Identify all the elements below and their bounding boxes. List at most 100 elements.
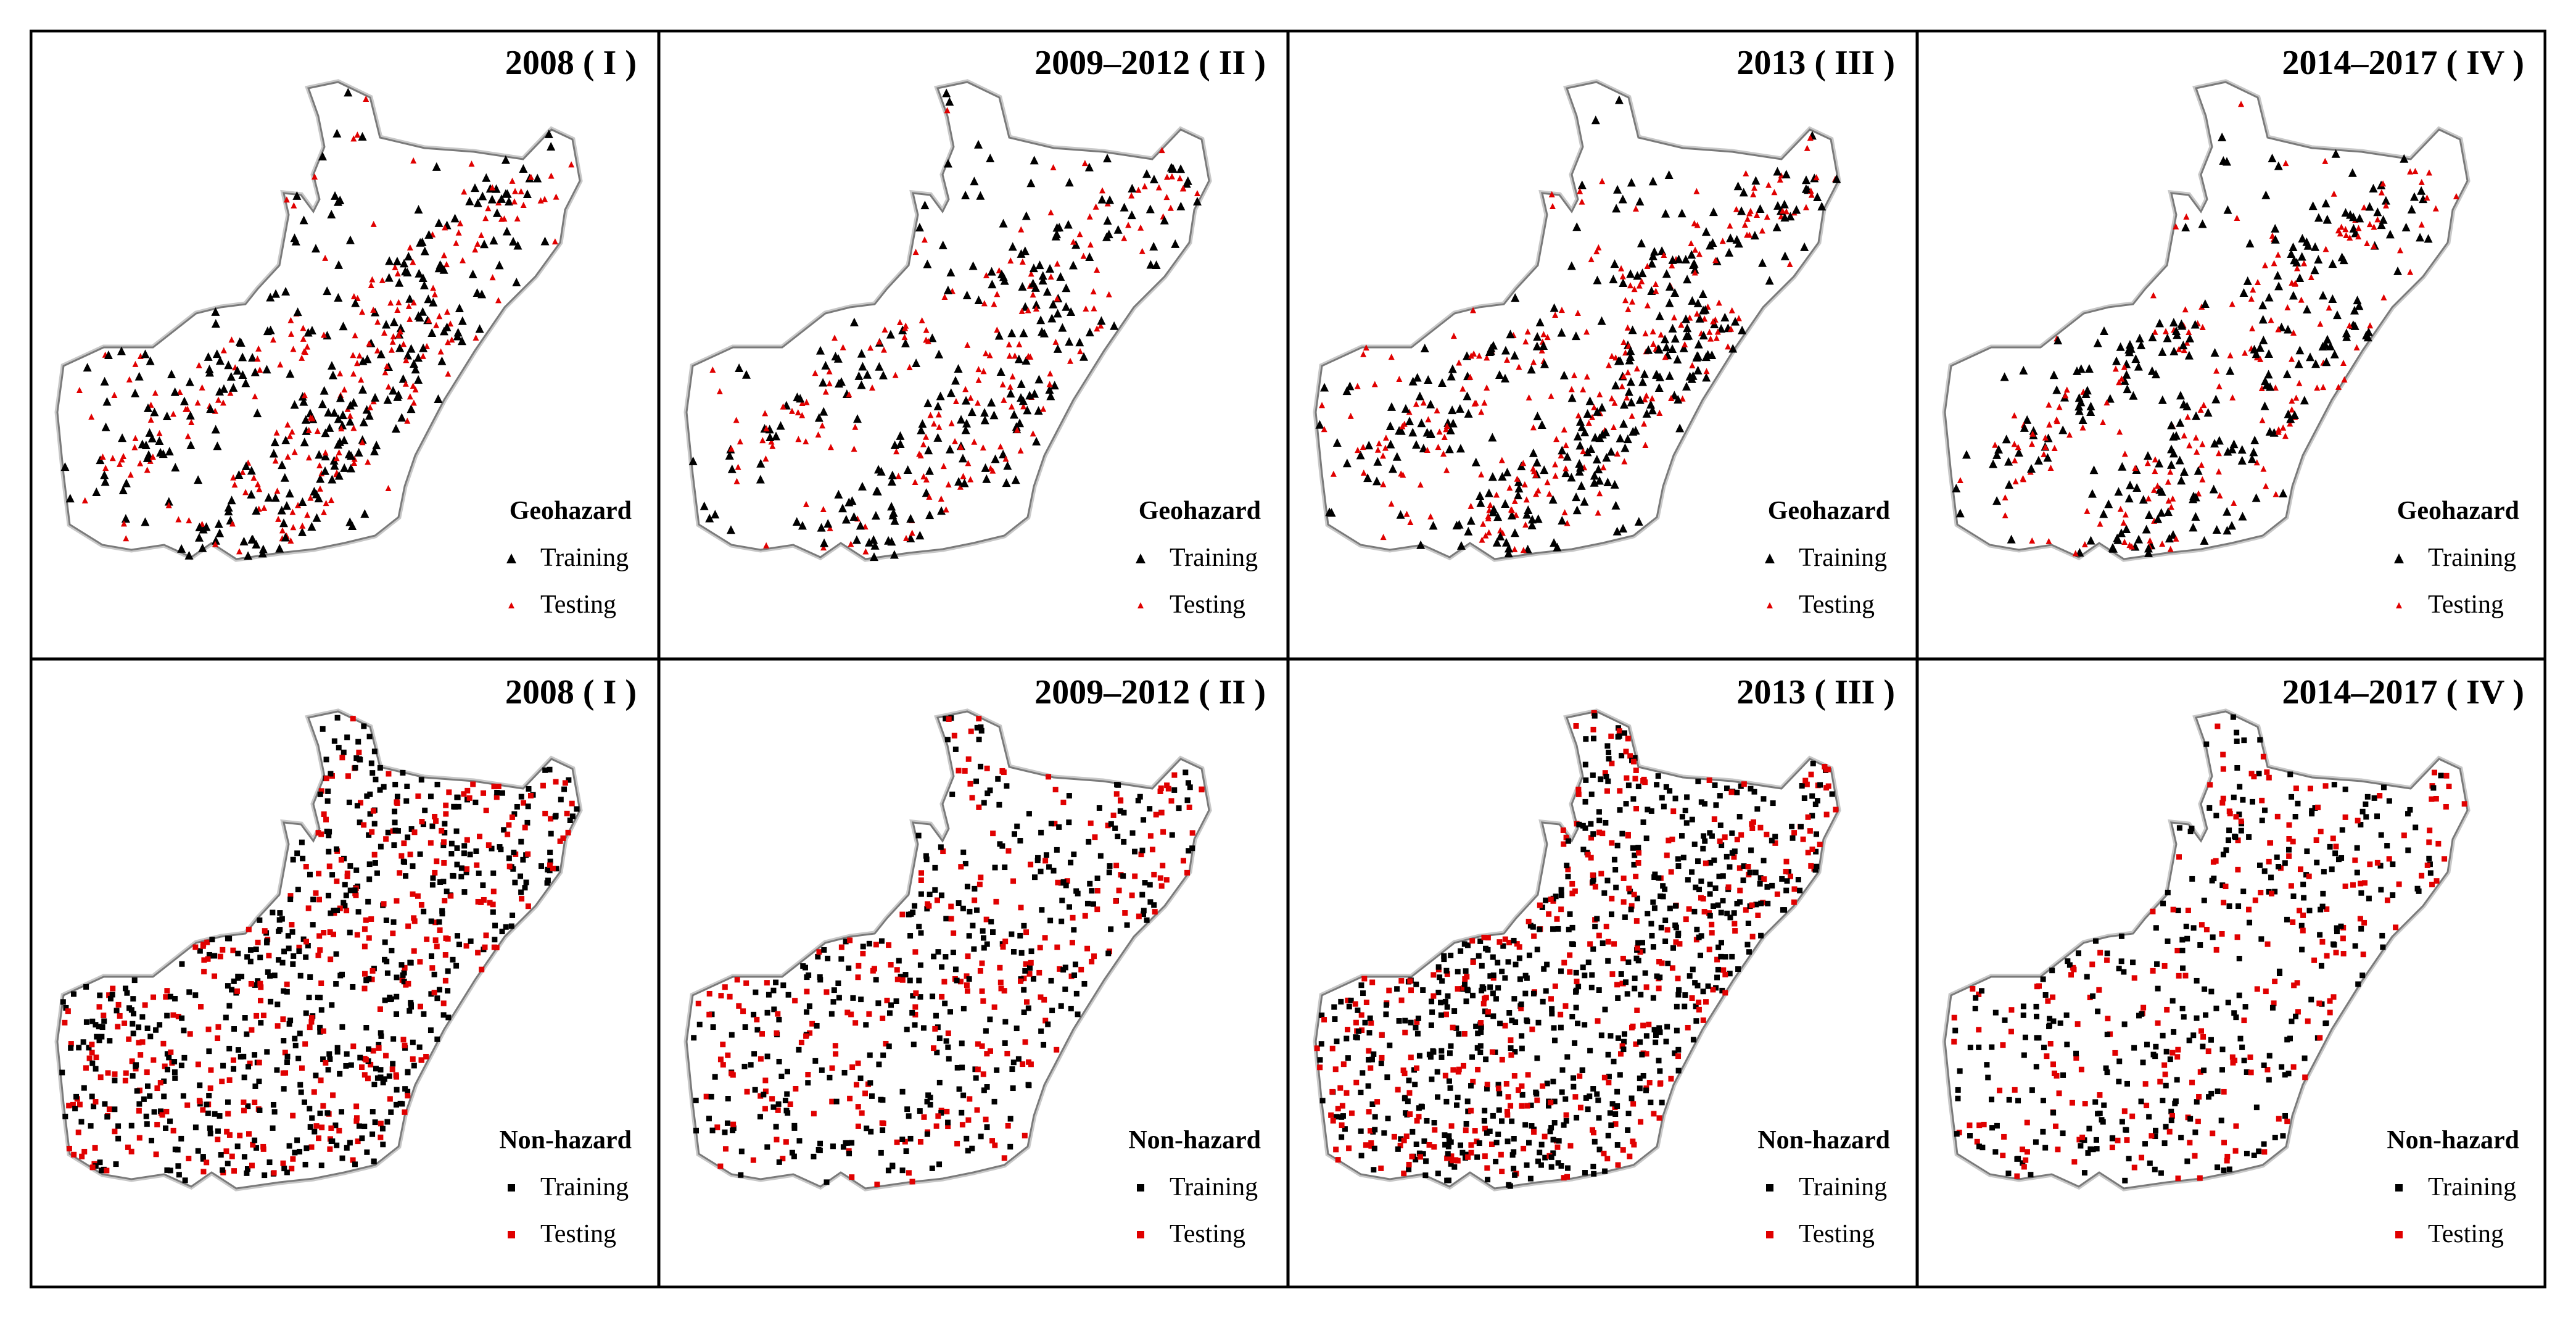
training-point: [1522, 510, 1532, 519]
testing-point: [1022, 1132, 1028, 1138]
testing-point: [1677, 941, 1683, 947]
training-point: [1014, 823, 1020, 829]
testing-point: [1505, 1094, 1511, 1100]
training-point: [253, 408, 262, 418]
testing-point: [1402, 1029, 1408, 1035]
training-point: [1483, 1056, 1489, 1063]
training-point: [1463, 998, 1469, 1005]
testing-point: [1382, 444, 1389, 451]
testing-point: [2050, 1061, 2056, 1067]
testing-point: [2079, 424, 2086, 431]
testing-point: [944, 1108, 950, 1114]
training-point: [431, 971, 437, 977]
training-point: [903, 1148, 909, 1154]
training-point: [2186, 1037, 2192, 1043]
testing-point: [2011, 412, 2018, 419]
training-point: [192, 1124, 199, 1130]
testing-point: [2295, 1009, 2301, 1015]
testing-point: [321, 331, 328, 338]
training-point: [194, 475, 203, 484]
testing-point: [1629, 903, 1635, 909]
training-point: [202, 522, 211, 531]
training-point: [1052, 223, 1062, 232]
training-point: [1605, 958, 1611, 964]
training-point: [341, 749, 347, 755]
training-point: [457, 336, 466, 346]
training-point: [219, 384, 228, 393]
testing-point: [1330, 470, 1337, 477]
training-point: [171, 1069, 178, 1076]
training-point: [344, 734, 350, 740]
training-point: [334, 846, 340, 852]
testing-point: [939, 993, 945, 1000]
training-point: [252, 539, 261, 549]
testing-point: [1116, 887, 1122, 893]
testing-point: [1450, 1067, 1456, 1073]
testing-point: [1525, 394, 1532, 401]
training-point: [1688, 371, 1698, 380]
training-point: [2318, 963, 2324, 969]
testing-point: [307, 1024, 313, 1030]
testing-point: [979, 988, 985, 994]
training-point: [1495, 1131, 1501, 1137]
testing-point: [395, 332, 402, 339]
testing-point: [331, 931, 337, 937]
training-point: [1736, 814, 1743, 820]
training-point: [2179, 947, 2186, 953]
training-point: [2176, 391, 2185, 400]
legend-label-training: Training: [540, 544, 629, 572]
training-point: [2122, 524, 2131, 534]
training-point: [2189, 523, 2198, 532]
training-point: [480, 239, 489, 249]
training-point: [2232, 834, 2239, 840]
testing-point: [1092, 203, 1099, 210]
training-point: [341, 900, 347, 906]
training-point: [1720, 312, 1730, 321]
testing-point: [1641, 396, 1648, 403]
testing-point: [175, 1013, 181, 1019]
training-point: [885, 1167, 891, 1174]
testing-point: [936, 423, 943, 430]
testing-point: [151, 994, 157, 1000]
training-marker: [1136, 553, 1146, 563]
testing-point: [1468, 502, 1474, 509]
panel-title: 2009–2012 ( II ): [1034, 44, 1266, 82]
training-point: [299, 397, 308, 406]
testing-point: [506, 822, 512, 828]
testing-point: [2184, 413, 2191, 420]
testing-point: [1028, 270, 1034, 277]
training-point: [2081, 1170, 2087, 1176]
testing-point: [336, 449, 342, 455]
training-point: [1615, 734, 1621, 740]
training-point: [2237, 445, 2247, 454]
training-point: [1128, 183, 1137, 193]
training-point: [1137, 794, 1143, 800]
training-point: [935, 1024, 941, 1030]
training-point: [961, 425, 970, 434]
training-point: [1541, 966, 1547, 972]
testing-point: [300, 325, 307, 331]
training-point: [2384, 843, 2390, 849]
training-point: [903, 465, 912, 474]
testing-point: [1380, 534, 1387, 541]
testing-point: [2121, 363, 2128, 370]
testing-point: [2046, 401, 2052, 408]
testing-point: [1638, 278, 1645, 284]
testing-point: [1087, 241, 1094, 248]
training-point: [2042, 1145, 2049, 1151]
training-point: [1331, 1004, 1337, 1010]
training-point: [1574, 1114, 1580, 1121]
training-point: [1718, 953, 1724, 959]
testing-point: [1561, 1175, 1567, 1181]
training-point: [385, 256, 394, 265]
testing-point: [2254, 986, 2260, 992]
training-point: [1442, 1142, 1448, 1148]
training-point: [688, 456, 698, 465]
testing-point: [1092, 834, 1098, 840]
training-point: [1801, 184, 1810, 193]
testing-point: [92, 1145, 98, 1151]
training-point: [973, 778, 980, 784]
training-point: [1705, 983, 1711, 989]
testing-point: [2144, 1103, 2150, 1109]
testing-point: [1656, 985, 1662, 992]
